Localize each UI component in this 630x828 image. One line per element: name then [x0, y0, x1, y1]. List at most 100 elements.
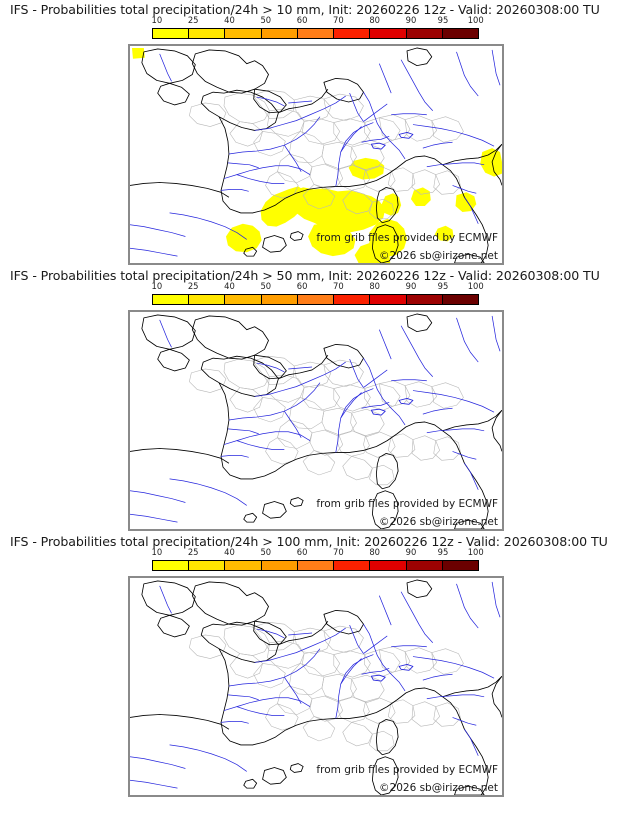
river-ebro — [169, 212, 247, 240]
colorbar-tick: 10 — [151, 281, 163, 291]
coast-mallorca — [262, 235, 287, 253]
colorbar-segment — [442, 295, 478, 304]
river-allier — [284, 410, 302, 438]
river-somme — [288, 100, 313, 104]
river-allier — [284, 144, 302, 172]
colorbar: 10 25 40 50 60 70 80 90 95 100 — [151, 281, 484, 307]
colorbar-segment — [261, 295, 298, 304]
colorbar-tick: 70 — [333, 281, 344, 291]
river-lake-constance — [398, 131, 414, 139]
colorbar-segment — [225, 29, 262, 38]
map-canvas-50mm[interactable] — [128, 310, 504, 531]
colorbar-segment — [334, 561, 371, 570]
river-inn — [422, 673, 453, 681]
coast-italy-adriatic — [442, 409, 502, 432]
forecast-panel-50mm: IFS - Probabilities total precipitation/… — [0, 266, 630, 532]
river-duero — [130, 224, 186, 237]
coastline-layer — [130, 579, 502, 795]
credit-source: from grib files provided by ECMWF — [316, 498, 498, 510]
river-vistula — [491, 49, 501, 86]
river-main — [391, 645, 427, 648]
credit-copyright: ©2026 sb@irizone.net — [379, 782, 498, 794]
river-dordogne — [236, 706, 285, 716]
river-elbe — [400, 59, 434, 112]
river-main — [391, 379, 427, 382]
colorbar-ticks: 10 25 40 50 60 70 80 90 95 100 — [152, 15, 484, 28]
river-rhone — [335, 654, 374, 719]
river-danube — [412, 390, 495, 413]
colorbar-tick: 25 — [187, 281, 199, 291]
coast-britain — [191, 49, 269, 94]
colorbar-tick: 90 — [405, 15, 417, 25]
colorbar-segment — [153, 295, 190, 304]
river-tagus — [130, 779, 178, 789]
prob-area-ebro-coast — [225, 223, 262, 253]
river-arno — [452, 717, 477, 726]
coast-cornwall-wales — [157, 82, 190, 106]
river-inn — [422, 407, 453, 415]
colorbar-segment — [442, 29, 478, 38]
map-background — [130, 578, 502, 795]
river-shannon — [159, 319, 172, 348]
colorbar-tick: 50 — [260, 15, 272, 25]
coast-italy — [442, 430, 489, 529]
colorbar-segment — [297, 29, 335, 38]
river-dordogne — [236, 174, 285, 184]
map-background — [130, 312, 502, 529]
colorbar-tick: 60 — [296, 15, 308, 25]
coast-mallorca — [262, 501, 287, 519]
coast-italy-adriatic — [442, 675, 502, 698]
colorbar: 10 25 40 50 60 70 80 90 95 100 — [152, 15, 484, 41]
river-rhine — [363, 623, 406, 692]
river-tiber — [464, 463, 479, 490]
river-oder — [456, 51, 479, 97]
coast-sardinia — [371, 490, 399, 529]
map-canvas-100mm[interactable] — [128, 576, 504, 797]
coast-italy — [442, 164, 489, 263]
river-meuse — [349, 624, 364, 654]
prob-area-tyrrhenian — [354, 242, 391, 263]
river-saone — [340, 126, 362, 153]
river-po — [426, 694, 485, 700]
colorbar-segment — [334, 295, 371, 304]
colorbar-segment — [406, 561, 443, 570]
panel-title: IFS - Probabilities total precipitation/… — [10, 2, 600, 17]
map-svg — [130, 46, 502, 263]
river-weser — [378, 595, 392, 626]
river-seine — [254, 95, 346, 131]
river-elbe — [400, 591, 434, 644]
coast-sicily-n — [454, 253, 485, 263]
coast-menorca — [289, 231, 304, 241]
coast-italy — [442, 696, 489, 795]
river-arno — [452, 451, 477, 460]
river-shannon — [159, 53, 172, 82]
coast-ireland — [141, 580, 196, 616]
coast-mediterranean-fr — [285, 687, 443, 731]
river-adour — [220, 188, 249, 192]
river-charente — [227, 694, 259, 701]
coast-sicily-n — [454, 785, 485, 795]
colorbar-segment — [370, 295, 407, 304]
map-canvas-10mm[interactable] — [128, 44, 504, 265]
rivers-layer — [130, 581, 501, 789]
coast-croatia — [491, 409, 502, 452]
river-saone — [340, 658, 362, 685]
coast-denmark-n — [406, 313, 433, 333]
colorbar-segment — [261, 29, 298, 38]
coast-channel — [278, 354, 329, 380]
colorbar-segment — [153, 29, 190, 38]
prob-area-adriatic — [480, 148, 502, 177]
probability-fill-layer — [131, 47, 502, 263]
coast-channel — [278, 620, 329, 646]
river-lake-geneva — [370, 408, 386, 416]
river-arno — [452, 185, 477, 194]
prob-area-provence — [348, 157, 385, 180]
river-shannon — [159, 585, 172, 614]
coastline-layer — [130, 47, 502, 263]
river-weser — [378, 63, 392, 94]
river-adour — [220, 454, 249, 458]
colorbar-tick: 50 — [260, 547, 272, 557]
coast-croatia — [491, 143, 502, 186]
river-dordogne — [236, 440, 285, 450]
coast-atlantic-france — [218, 116, 286, 214]
